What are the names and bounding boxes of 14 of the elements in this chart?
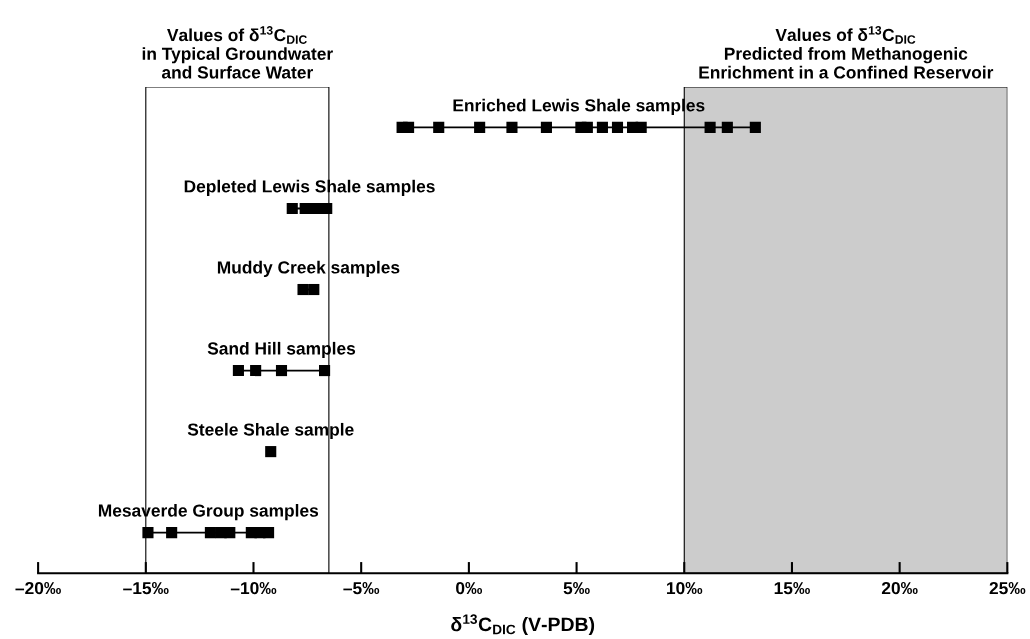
x-tick-label: 10‰	[667, 581, 703, 595]
x-tick-label: 25‰	[989, 581, 1026, 595]
x-tick-label: 20‰	[881, 581, 918, 595]
x-tick-label: –20‰	[15, 581, 61, 595]
x-tick-label: 5‰	[563, 582, 590, 595]
x-tick-label: –15‰	[123, 582, 169, 595]
x-axis-title: δ$^{13}$C$_{DIC}$ (V-PDB)	[451, 614, 595, 636]
x-tick-label: 0‰	[456, 581, 483, 595]
x-tick-label: –5‰	[343, 582, 380, 595]
x-tick-label: 15‰	[774, 582, 810, 595]
band-label: Values of δ$^{13}$C$_{DIC}$ in Typical Groundwater and Surface Water	[142, 26, 333, 79]
x-tick-label: –10‰	[230, 581, 277, 595]
y-tick-label: Muddy Creek samples	[217, 260, 400, 278]
band-label: Values of δ$^{13}$C$_{DIC}$ Predicted from Methanogenic Enrichment in a Confined Reservoir	[699, 26, 994, 79]
